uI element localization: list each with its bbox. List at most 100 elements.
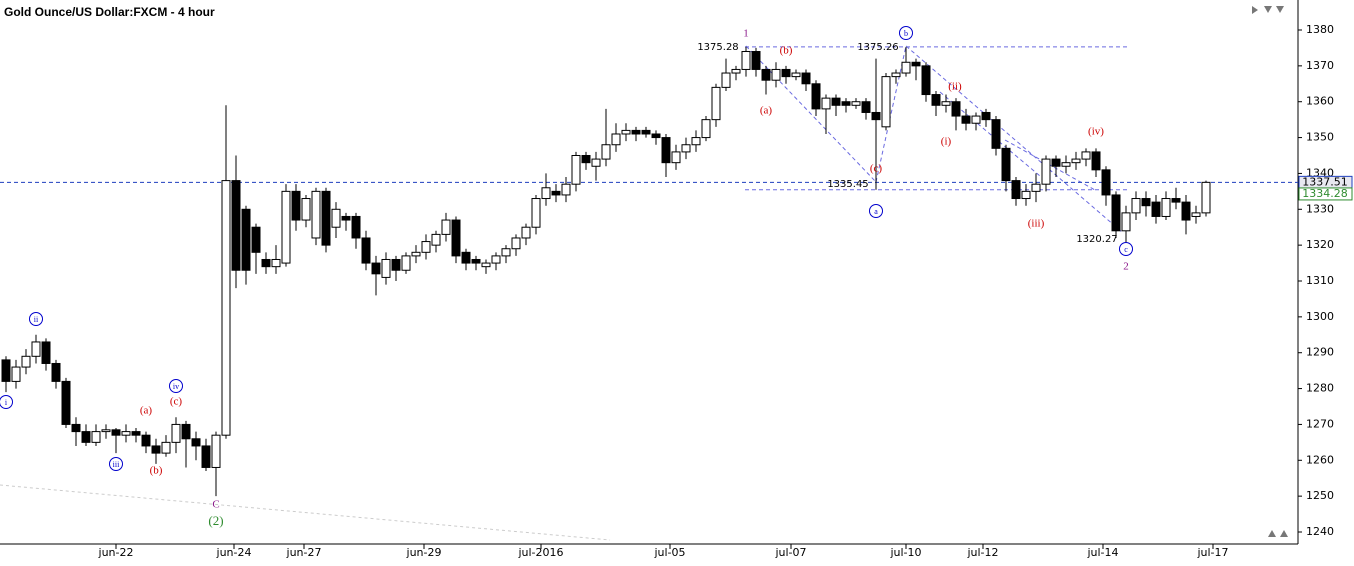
y-tick-label: 1330 (1306, 202, 1334, 215)
candle-body (1131, 198, 1141, 214)
candle-body (331, 208, 341, 228)
up-icon[interactable] (1280, 530, 1288, 537)
x-tick-label: jun-29 (406, 546, 442, 559)
y-tick-label: 1370 (1306, 59, 1334, 72)
wave-circle (169, 379, 183, 393)
candle-body (791, 72, 801, 78)
candle-body (1031, 183, 1041, 192)
candle-body (91, 431, 101, 443)
price-tag-label: 1334.28 (1302, 187, 1348, 200)
candle-body (301, 198, 311, 221)
candle-body (511, 237, 521, 250)
candle-body (501, 248, 511, 257)
y-tick-label: 1350 (1306, 131, 1334, 144)
price-label: 1375.26 (857, 42, 898, 53)
wave-label: (i) (941, 136, 952, 148)
candle-body (491, 255, 501, 264)
wave-label: 2 (1123, 261, 1129, 273)
wave-circle (109, 457, 123, 471)
x-tick-label: jul-10 (889, 546, 921, 559)
nav-icons[interactable] (1252, 6, 1288, 537)
candle-body (711, 86, 721, 121)
price-label: 1320.27 (1076, 234, 1117, 245)
candle-body (1151, 201, 1161, 217)
wave-circle (869, 204, 883, 218)
x-tick-label: jul-05 (653, 546, 685, 559)
wave-line (905, 45, 1123, 233)
candle-body (571, 155, 581, 185)
candle-body (441, 219, 451, 235)
down-icon[interactable] (1276, 6, 1284, 13)
wave-label: (2) (208, 513, 223, 528)
candle-body (681, 144, 691, 153)
candle-body (741, 51, 751, 70)
price-label: 1375.28 (697, 42, 738, 53)
candle-body (661, 137, 671, 164)
candle-body (521, 226, 531, 239)
candle-body (1, 359, 11, 382)
wave-circle (29, 312, 43, 326)
candle-body (151, 445, 161, 454)
candle-body (71, 423, 81, 433)
wave-label: a (874, 207, 878, 216)
wave-label: (b) (150, 465, 163, 477)
candle-body (131, 431, 141, 436)
up-icon[interactable] (1268, 530, 1276, 537)
y-tick-label: 1300 (1306, 310, 1334, 323)
y-tick-label: 1260 (1306, 453, 1334, 466)
y-tick-label: 1290 (1306, 346, 1334, 359)
candle-body (31, 341, 41, 357)
candle-body (671, 151, 681, 164)
wave-label: (c) (870, 163, 883, 175)
candle-body (581, 155, 591, 164)
candle-body (231, 180, 241, 271)
wave-label: (iii) (1028, 218, 1045, 230)
candle-body (351, 215, 361, 239)
y-tick-label: 1280 (1306, 382, 1334, 395)
wave-label: (iv) (1088, 126, 1104, 138)
candle-body (971, 115, 981, 124)
candle-body (1141, 198, 1151, 207)
y-tick-label: 1360 (1306, 95, 1334, 108)
candle-body (701, 119, 711, 139)
candle-body (221, 180, 231, 436)
candle-body (451, 219, 461, 257)
y-tick-label: 1250 (1306, 489, 1334, 502)
candle-body (411, 251, 421, 257)
x-tick-label: jul-14 (1086, 546, 1118, 559)
candle-body (281, 190, 291, 264)
candle-body (421, 241, 431, 253)
candle-body (1061, 162, 1071, 167)
y-tick-label: 1270 (1306, 417, 1334, 430)
down-icon[interactable] (1264, 6, 1272, 13)
candle-body (891, 72, 901, 78)
candle-body (401, 255, 411, 271)
wave-line (875, 45, 907, 183)
scroll-icon[interactable] (1252, 6, 1258, 14)
candle-body (211, 434, 221, 468)
candle-body (1041, 158, 1051, 185)
candle-body (551, 190, 561, 196)
price-label: 1335.45 (827, 179, 868, 190)
candle-body (921, 65, 931, 96)
wave-label: (c) (170, 396, 183, 408)
candle-body (991, 119, 1001, 149)
candle-body (1201, 181, 1211, 214)
candle-body (961, 115, 971, 124)
candle-body (721, 72, 731, 88)
candle-body (1051, 158, 1061, 167)
price-tag-label: 1337.51 (1302, 175, 1348, 188)
candle-body (591, 158, 601, 167)
candle-body (1161, 198, 1171, 217)
candle-body (911, 61, 921, 67)
price-tag (1298, 187, 1353, 201)
candle-body (1021, 190, 1031, 200)
candle-body (751, 51, 761, 70)
wave-label: ii (34, 315, 39, 324)
candle-body (121, 431, 131, 436)
candle-body (1181, 201, 1191, 221)
candle-body (611, 133, 621, 146)
candle-body (241, 208, 251, 271)
candle-body (841, 101, 851, 106)
